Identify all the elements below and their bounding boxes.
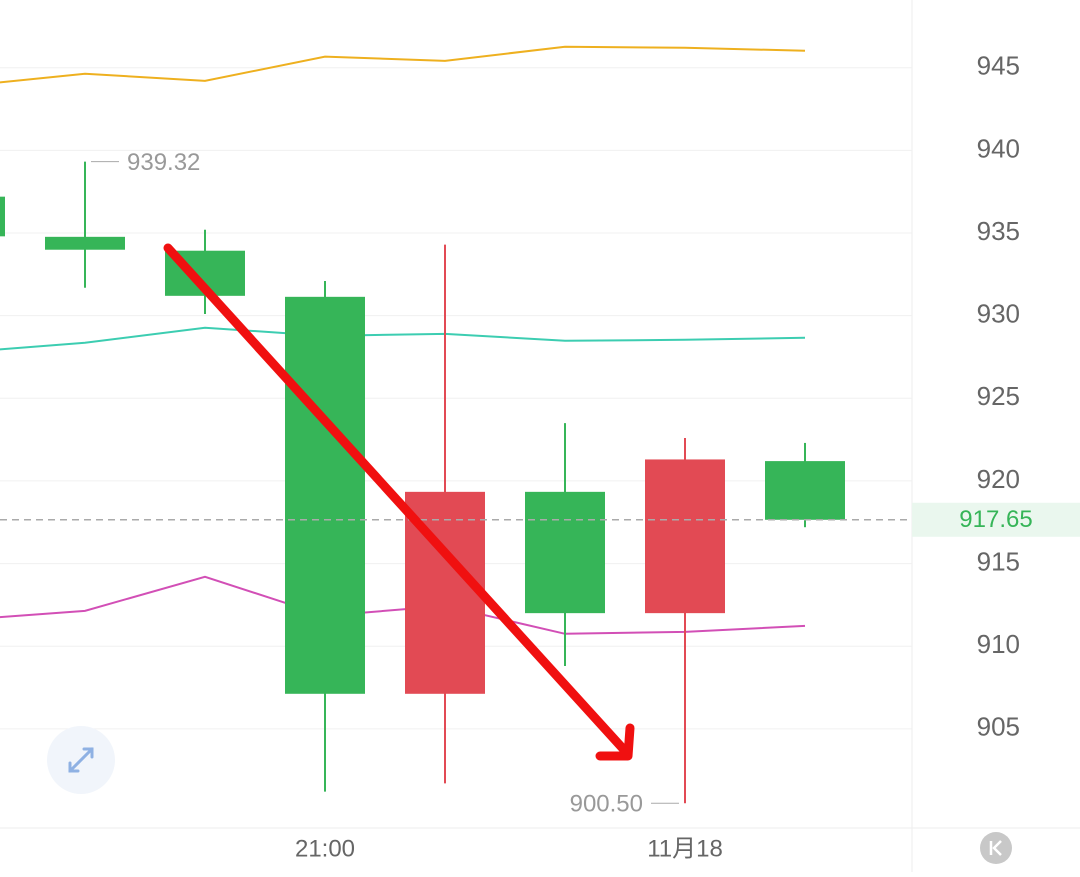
trend-arrow <box>163 243 635 761</box>
candle-body <box>525 491 605 614</box>
indicator-line <box>0 575 806 635</box>
y-tick-label: 915 <box>977 546 1020 576</box>
y-tick-label: 945 <box>977 51 1020 81</box>
y-tick-label: 920 <box>977 464 1020 494</box>
y-tick-label: 925 <box>977 381 1020 411</box>
candle-body <box>285 296 365 694</box>
y-tick-label: 935 <box>977 216 1020 246</box>
last-price-label: 917.65 <box>959 506 1032 533</box>
last-price-box <box>912 502 1080 537</box>
collapse-button[interactable] <box>980 832 1012 864</box>
y-tick-label: 930 <box>977 299 1020 329</box>
candle-body <box>645 459 725 614</box>
indicator-line <box>0 45 806 84</box>
candle-body <box>0 196 5 237</box>
min-label: 900.50 <box>570 791 643 818</box>
y-tick-label: 905 <box>977 712 1020 742</box>
x-tick-label: 21:00 <box>295 835 355 862</box>
indicator-line <box>0 326 806 351</box>
y-tick-label: 940 <box>977 133 1020 163</box>
max-label: 939.32 <box>127 149 200 176</box>
candle-body <box>765 461 845 520</box>
candle-body <box>45 236 125 250</box>
expand-button[interactable] <box>47 726 115 794</box>
y-tick-label: 910 <box>977 629 1020 659</box>
x-tick-label: 11月18 <box>647 835 723 862</box>
